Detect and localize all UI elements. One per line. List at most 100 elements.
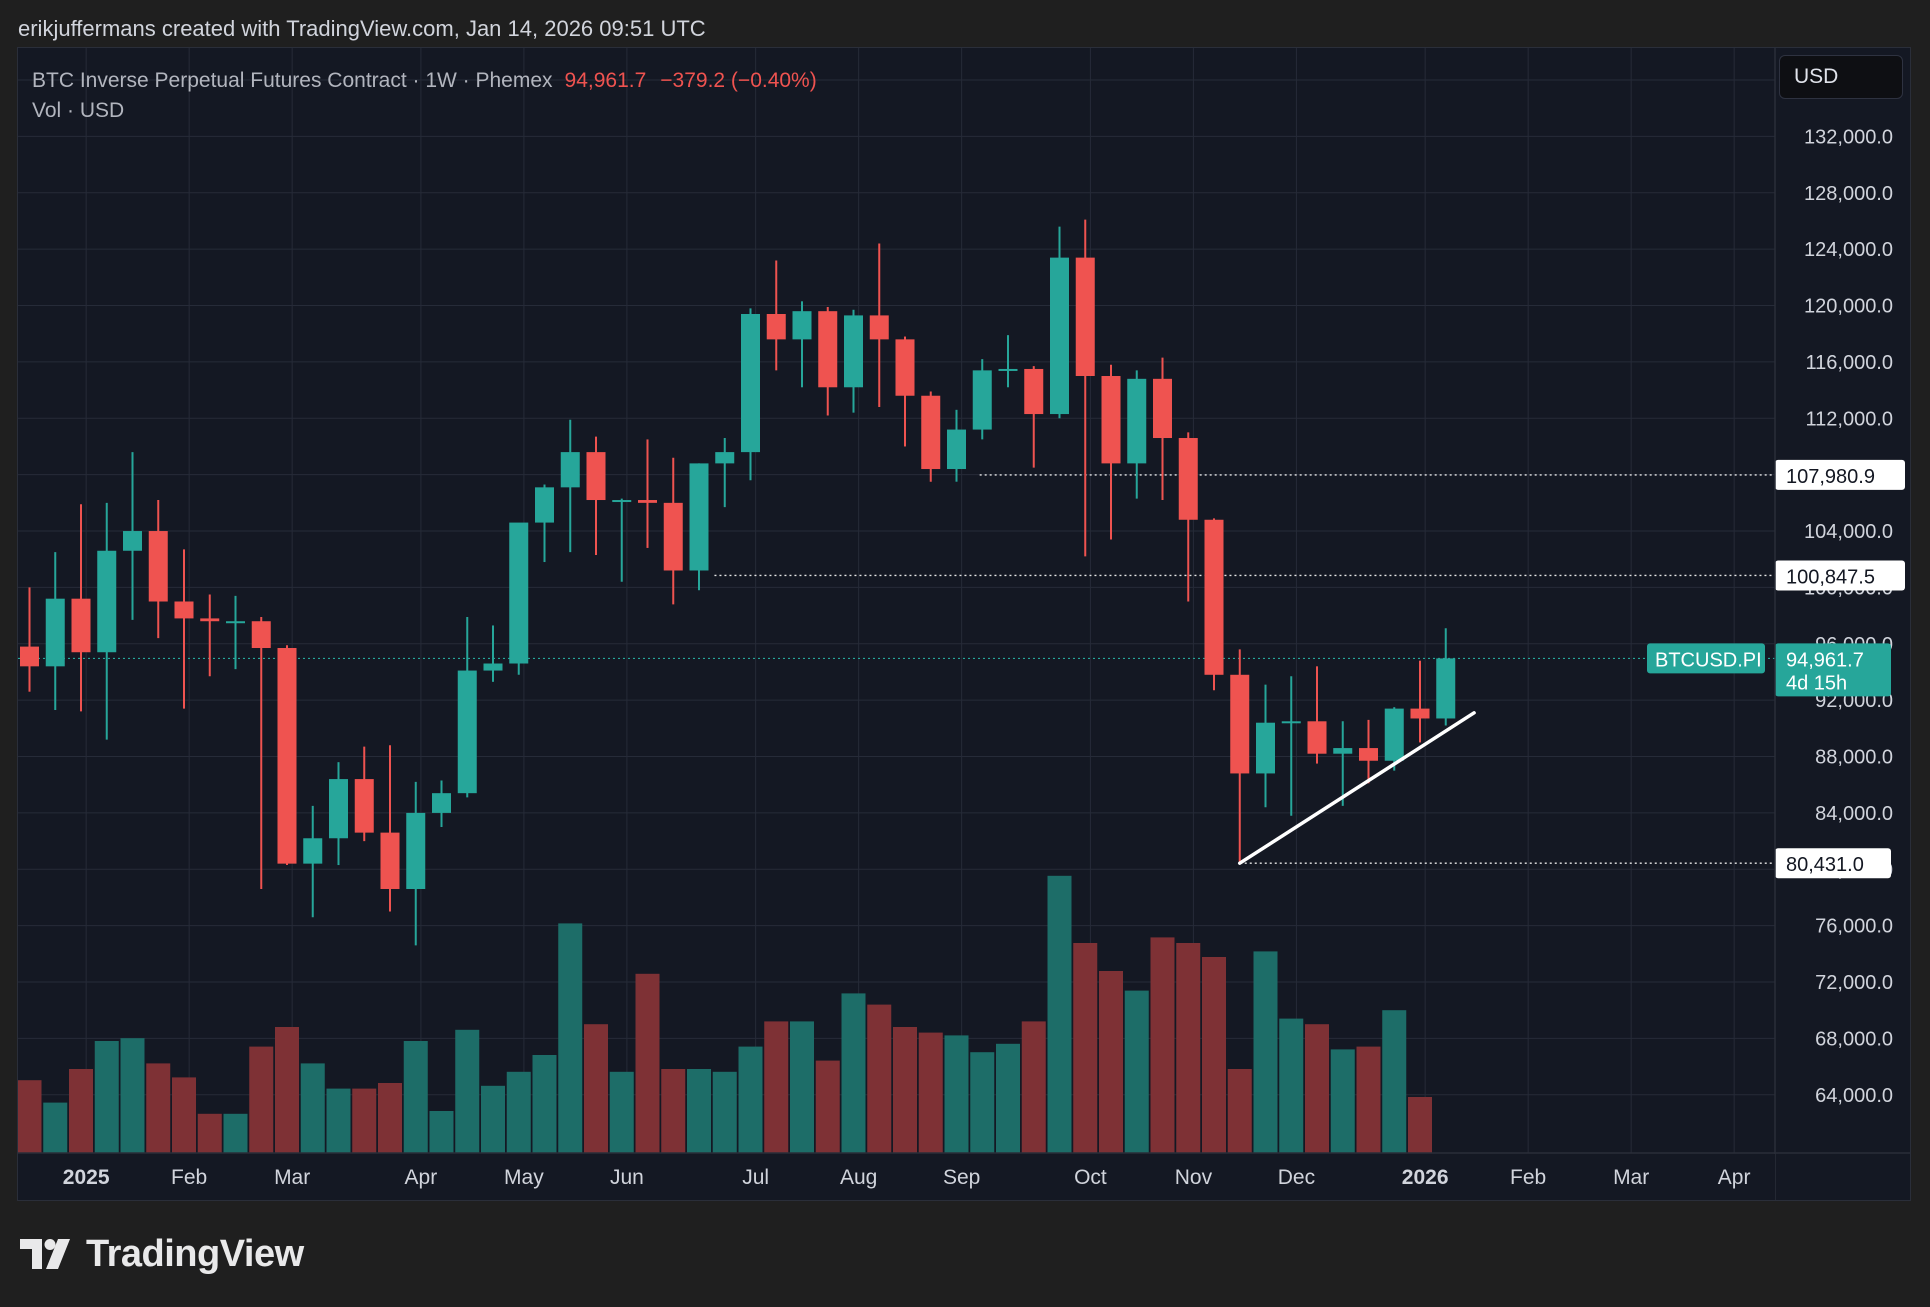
candle-body [998,368,1018,371]
price-axis-label: 76,000.0 [1815,916,1893,938]
currency-button[interactable]: USD [1779,55,1903,99]
candle-body [947,429,966,470]
current-price-badge [1775,643,1891,697]
volume-bar [1382,1010,1407,1153]
candle-body [406,812,426,890]
volume-bar [1124,990,1149,1153]
candle-body [251,621,271,649]
price-change: −379.2 (−0.40%) [660,69,817,92]
volume-bar [403,1041,428,1153]
volume-bar [429,1111,454,1153]
volume-bar [918,1032,943,1153]
time-axis-label: Aug [840,1166,877,1189]
time-axis-label: Mar [274,1166,310,1189]
volume-bar [1279,1018,1304,1153]
time-axis-background [18,1154,1775,1200]
price-level-badge [1775,848,1891,879]
candle-body [457,670,477,794]
chart-legend: BTC Inverse Perpetual Futures Contract ·… [32,66,823,126]
volume-bar [69,1069,93,1153]
candle-body [972,370,992,430]
candle-body [1359,748,1378,761]
symbol-badge [1647,643,1765,674]
candle-body [1230,674,1250,774]
volume-bar [1176,943,1201,1153]
time-axis-label: Jul [742,1166,769,1189]
volume-bar [1021,1021,1046,1153]
chart-pane[interactable]: 64,000.068,000.072,000.076,000.080,000.0… [17,47,1911,1201]
volume-bar [867,1004,892,1153]
candle-body [200,618,220,622]
volume-bar [172,1077,196,1153]
volume-bar [1099,971,1123,1153]
time-axis-label: May [504,1166,544,1189]
candle-body [123,531,142,551]
candle-body [1178,438,1198,520]
time-axis-label: Oct [1074,1166,1107,1189]
price-level-badge [1775,459,1905,490]
volume-bar [661,1069,686,1153]
candle-body [1024,368,1044,415]
candle-body [1127,378,1147,464]
candle-body [148,531,168,602]
volume-bar [609,1071,634,1153]
symbol-legend: BTC Inverse Perpetual Futures Contract ·… [32,66,823,96]
candle-body [844,315,863,388]
candlestick-chart[interactable]: 64,000.068,000.072,000.076,000.080,000.0… [18,48,1911,1201]
candle-body [432,793,451,813]
volume-bar [1330,1049,1355,1153]
volume-bar [120,1038,145,1153]
volume-bar [893,1027,917,1153]
trendline [1238,711,1476,865]
volume-bar [790,1021,814,1153]
volume-bar [326,1088,351,1153]
volume-bar [378,1083,402,1153]
price-axis-label: 68,000.0 [1815,1028,1893,1050]
candle-body [792,311,812,340]
volume-bar [841,993,866,1153]
time-axis-label: Mar [1613,1166,1649,1189]
volume-bar [1408,1097,1432,1153]
candle-body [226,621,245,624]
candle-body [921,395,941,470]
candle-body [1204,519,1224,675]
volume-bar [738,1046,763,1153]
time-axis-label: Nov [1175,1166,1213,1189]
time-axis-label: 2025 [63,1166,110,1189]
volume-bar [532,1055,557,1153]
candle-body [174,601,194,619]
candle-body [97,550,117,653]
price-axis-label: 128,000.0 [1804,183,1893,205]
volume-bar [970,1052,995,1153]
candle-body [1281,721,1301,724]
candle-body [638,500,657,503]
candle-body [509,522,529,664]
price-axis-label: 112,000.0 [1806,408,1894,430]
price-level-label: 80,431.0 [1786,854,1864,876]
candle-body [1256,722,1275,774]
volume-bar [223,1113,248,1153]
time-axis-label: Sep [943,1166,980,1189]
price-axis-label: 84,000.0 [1815,803,1893,825]
candle-body [560,452,580,488]
candle-body [586,452,606,501]
price-axis-label: 104,000.0 [1804,521,1893,543]
volume-bar [1150,937,1175,1153]
time-axis-label: Dec [1278,1166,1315,1189]
candle-body [869,315,889,340]
candle-body [1307,721,1327,754]
volume-bar [815,1060,840,1153]
volume-bar [584,1024,608,1153]
candle-body [1384,708,1404,761]
chart-attribution: erikjuffermans created with TradingView.… [18,16,706,41]
time-axis-label: 2026 [1402,1166,1449,1189]
candle-body [1153,378,1172,439]
candle-body [1050,257,1069,415]
candle-body [354,779,374,833]
symbol-badge-label: BTCUSD.PI [1655,649,1762,671]
volume-bar [18,1080,42,1153]
candle-body [1333,748,1353,754]
volume-bar [1305,1024,1329,1153]
price-axis-label: 132,000.0 [1804,126,1893,148]
candle-body [663,502,683,571]
